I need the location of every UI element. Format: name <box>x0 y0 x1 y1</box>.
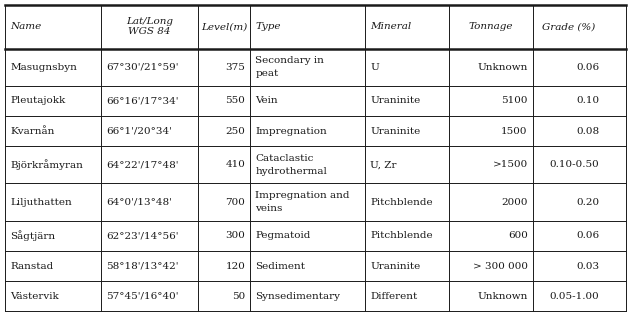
Text: 0.10-0.50: 0.10-0.50 <box>550 160 599 169</box>
Text: 2000: 2000 <box>501 198 528 207</box>
Text: 62°23'/14°56': 62°23'/14°56' <box>107 231 179 240</box>
Text: hydrothermal: hydrothermal <box>256 167 327 176</box>
Text: Name: Name <box>10 22 42 31</box>
Text: Different: Different <box>370 292 418 301</box>
Text: U, Zr: U, Zr <box>370 160 397 169</box>
Text: Sågtjärn: Sågtjärn <box>10 230 56 241</box>
Text: 550: 550 <box>225 96 245 106</box>
Text: Mineral: Mineral <box>370 22 411 31</box>
Text: Vein: Vein <box>256 96 278 106</box>
Text: Pleutajokk: Pleutajokk <box>10 96 66 106</box>
Text: Kvarnån: Kvarnån <box>10 127 54 136</box>
Text: Sediment: Sediment <box>256 262 305 270</box>
Text: 0.10: 0.10 <box>576 96 599 106</box>
Text: 64°22'/17°48': 64°22'/17°48' <box>107 160 179 169</box>
Text: 410: 410 <box>225 160 245 169</box>
Text: 300: 300 <box>225 231 245 240</box>
Text: 375: 375 <box>225 63 245 72</box>
Text: Uraninite: Uraninite <box>370 96 420 106</box>
Text: 0.20: 0.20 <box>576 198 599 207</box>
Text: Uraninite: Uraninite <box>370 262 420 270</box>
Text: Ranstad: Ranstad <box>10 262 54 270</box>
Text: 0.06: 0.06 <box>576 231 599 240</box>
Text: Pitchblende: Pitchblende <box>370 231 433 240</box>
Text: 58°18'/13°42': 58°18'/13°42' <box>107 262 179 270</box>
Text: 600: 600 <box>508 231 528 240</box>
Text: 1500: 1500 <box>501 127 528 136</box>
Text: 700: 700 <box>225 198 245 207</box>
Text: Impregnation: Impregnation <box>256 127 327 136</box>
Text: 67°30'/21°59': 67°30'/21°59' <box>107 63 179 72</box>
Text: Type: Type <box>256 22 281 31</box>
Text: Level(m): Level(m) <box>201 22 247 31</box>
Text: 0.03: 0.03 <box>576 262 599 270</box>
Text: Cataclastic: Cataclastic <box>256 154 314 163</box>
Text: 0.05-1.00: 0.05-1.00 <box>550 292 599 301</box>
Text: 120: 120 <box>225 262 245 270</box>
Text: > 300 000: > 300 000 <box>473 262 528 270</box>
Text: Lat/Long
WGS 84: Lat/Long WGS 84 <box>126 17 173 36</box>
Text: Masugnsbyn: Masugnsbyn <box>10 63 77 72</box>
Text: Unknown: Unknown <box>478 292 528 301</box>
Text: 66°16'/17°34': 66°16'/17°34' <box>107 96 179 106</box>
Text: 50: 50 <box>232 292 245 301</box>
Text: Västervik: Västervik <box>10 292 59 301</box>
Text: Uraninite: Uraninite <box>370 127 420 136</box>
Text: 66°1'/20°34': 66°1'/20°34' <box>107 127 172 136</box>
Text: >1500: >1500 <box>493 160 528 169</box>
Text: Björkråmyran: Björkråmyran <box>10 159 83 170</box>
Text: Impregnation and: Impregnation and <box>256 191 350 200</box>
Text: 250: 250 <box>225 127 245 136</box>
Text: 64°0'/13°48': 64°0'/13°48' <box>107 198 172 207</box>
Text: 57°45'/16°40': 57°45'/16°40' <box>107 292 179 301</box>
Text: Pitchblende: Pitchblende <box>370 198 433 207</box>
Text: 0.08: 0.08 <box>576 127 599 136</box>
Text: U: U <box>370 63 379 72</box>
Text: Grade (%): Grade (%) <box>542 22 595 31</box>
Text: Synsedimentary: Synsedimentary <box>256 292 340 301</box>
Text: 0.06: 0.06 <box>576 63 599 72</box>
Text: Unknown: Unknown <box>478 63 528 72</box>
Text: 5100: 5100 <box>501 96 528 106</box>
Text: Tonnage: Tonnage <box>469 22 513 31</box>
Text: Pegmatoid: Pegmatoid <box>256 231 310 240</box>
Text: peat: peat <box>256 69 279 78</box>
Text: veins: veins <box>256 204 283 213</box>
Text: Liljuthatten: Liljuthatten <box>10 198 72 207</box>
Text: Secondary in: Secondary in <box>256 56 324 65</box>
